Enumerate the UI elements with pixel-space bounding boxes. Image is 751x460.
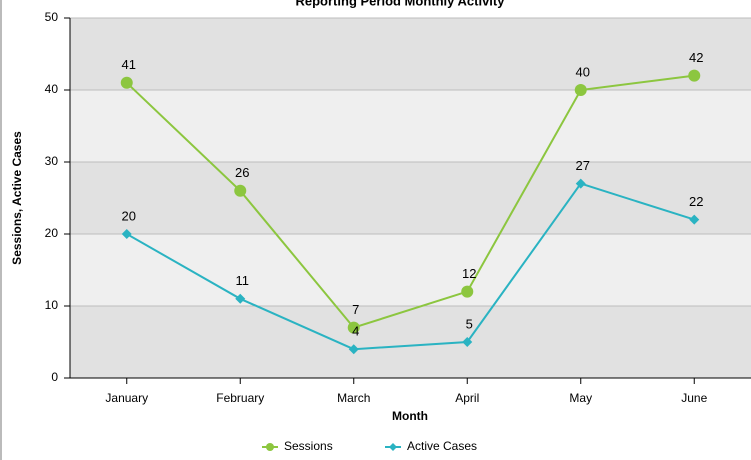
x-tick-label: April [455,391,479,405]
y-tick-label: 0 [51,370,58,384]
chart-title: Reporting Period Monthly Activity [296,0,506,8]
data-label: 12 [462,266,476,281]
series-line [126,74,695,329]
point [574,84,587,96]
point [575,178,586,189]
plot-band [70,234,751,306]
plot-band [70,18,751,90]
point [688,69,701,82]
x-tick-label: February [216,391,264,405]
x-tick-label: January [105,391,148,405]
x-tick-label: March [337,391,370,405]
data-label: 4 [352,324,359,339]
plot-band [70,162,751,234]
point [121,229,132,239]
point [347,321,360,334]
data-label: 42 [689,50,703,65]
point [120,76,133,89]
y-tick-label: 50 [45,10,59,24]
data-label: 22 [689,194,703,209]
point [348,344,359,355]
point [235,293,246,304]
x-tick-label: June [681,391,707,405]
data-label: 11 [236,273,250,288]
data-label: 20 [122,208,136,223]
legend-marker [389,443,397,451]
plot-band [70,306,751,378]
y-tick-label: 20 [45,226,59,240]
point [234,184,247,197]
point [462,337,473,347]
data-label: 41 [122,57,136,72]
legend-label: Sessions [284,439,333,453]
plot-band [70,90,751,162]
legend-label: Active Cases [407,439,477,453]
point [689,214,700,225]
data-label: 27 [576,158,590,173]
data-label: 5 [466,316,473,331]
x-tick-label: May [569,391,592,405]
x-axis-label: Month [392,409,428,423]
legend-marker [266,443,274,451]
data-label: 26 [235,165,249,180]
point [461,285,474,298]
data-label: 7 [352,302,359,317]
y-axis-label: Sessions, Active Cases [10,131,24,265]
data-label: 40 [576,64,590,79]
y-tick-label: 40 [45,82,59,96]
y-tick-label: 30 [45,154,59,168]
y-tick-label: 10 [45,298,59,312]
series-line [126,182,695,351]
